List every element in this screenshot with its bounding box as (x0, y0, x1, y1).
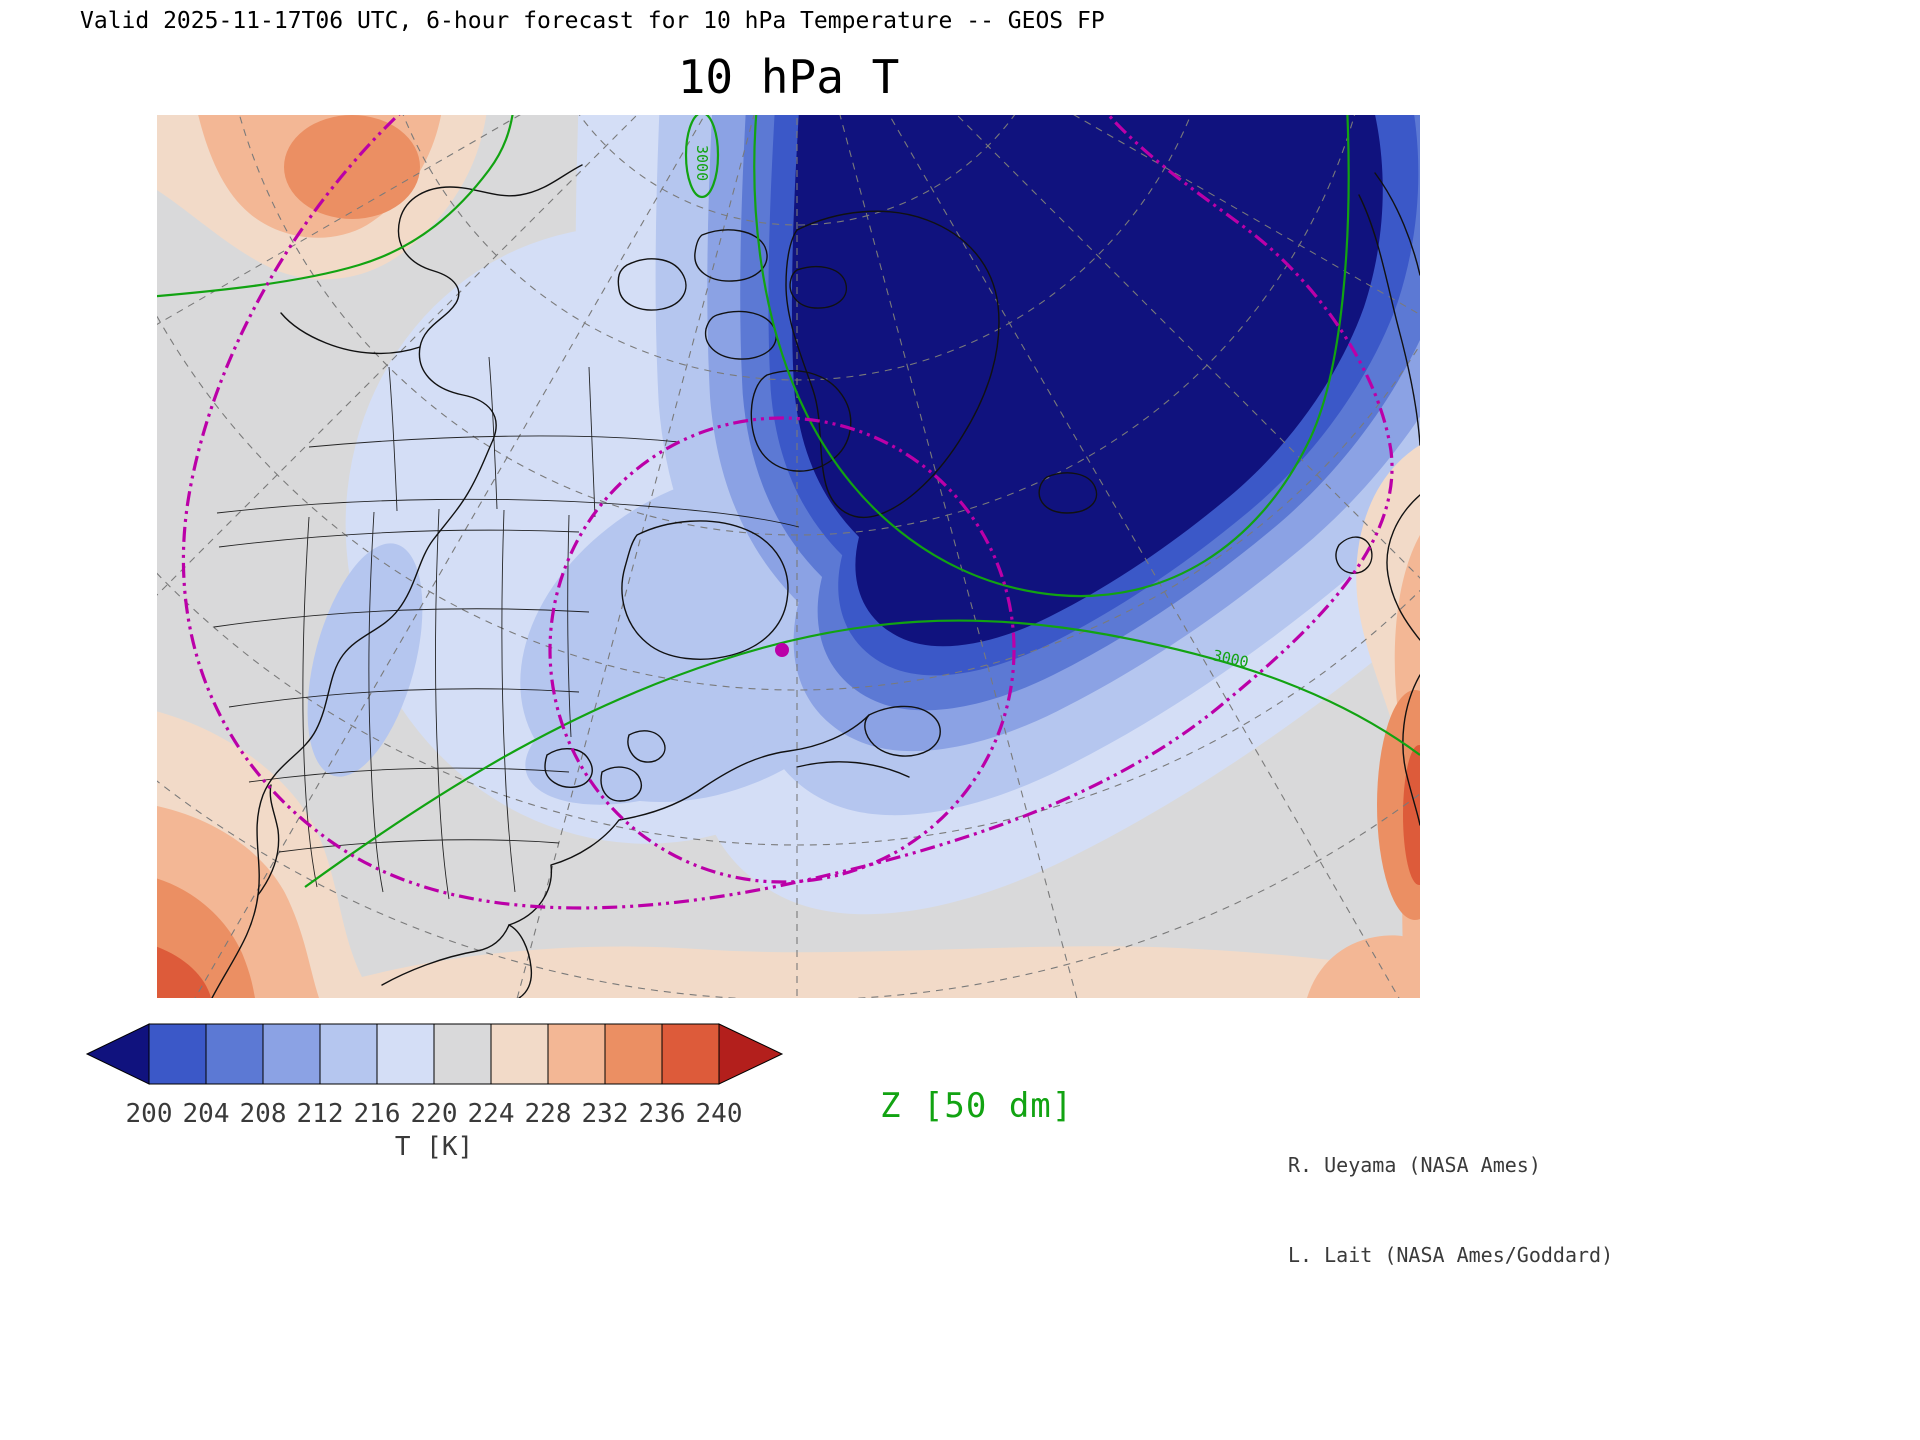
credit-line: L. Lait (NASA Ames/Goddard) (1288, 1243, 1614, 1267)
colorbar-segment (604, 1023, 663, 1085)
colorbar-tick-label: 236 (639, 1099, 686, 1129)
colorbar-tick-label: 200 (126, 1099, 173, 1129)
colorbar: 200 204 208 212 216 220 224 228 232 236 240 T [K] (85, 1022, 785, 1162)
colorbar-tick-label: 204 (183, 1099, 230, 1129)
graticule (157, 115, 1420, 998)
colorbar-tick-label: 228 (525, 1099, 572, 1129)
validity-header: Valid 2025-11-17T06 UTC, 6-hour forecast… (80, 8, 1105, 34)
temp-bands-warm (157, 115, 1420, 998)
colorbar-tick-labels: 200 204 208 212 216 220 224 228 232 236 240 (126, 1099, 743, 1129)
colorbar-segment (376, 1023, 435, 1085)
colorbar-tick-label: 224 (468, 1099, 515, 1129)
state-borders (213, 356, 800, 900)
colorbar-segment (661, 1023, 720, 1085)
map-panel: 3000 3000 (157, 115, 1420, 998)
colorbar-arrow-right (718, 1023, 784, 1085)
colorbar-segment (262, 1023, 321, 1085)
colorbar-tick-label: 220 (411, 1099, 458, 1129)
colorbar-segment (547, 1023, 606, 1085)
colorbar-axis-label: T [K] (395, 1132, 473, 1162)
page-title: 10 hPa T (677, 50, 900, 104)
map-canvas: 3000 3000 (157, 115, 1420, 998)
colorbar-segment (148, 1023, 207, 1085)
colorbar-segment (490, 1023, 549, 1085)
colorbar-arrow-left (85, 1023, 150, 1085)
colorbar-tick-label: 216 (354, 1099, 401, 1129)
vortex-edge-contours (181, 115, 1394, 910)
credit-line: R. Ueyama (NASA Ames) (1288, 1153, 1541, 1177)
z-overlay-legend: Z [50 dm] (880, 1086, 1074, 1126)
z-contour-label: 3000 (693, 145, 711, 181)
colorbar-segments (85, 1023, 784, 1085)
colorbar-tick-label: 212 (297, 1099, 344, 1129)
z-contours (157, 115, 1420, 888)
colorbar-segment (433, 1023, 492, 1085)
colorbar-segment (205, 1023, 264, 1085)
vortex-center-dot (775, 643, 789, 657)
colorbar-tick-label: 240 (696, 1099, 743, 1129)
colorbar-tick-label: 232 (582, 1099, 629, 1129)
credits: R. Ueyama (NASA Ames) L. Lait (NASA Ames… (1288, 1090, 1613, 1300)
colorbar-tick-label: 208 (240, 1099, 287, 1129)
coastlines (211, 164, 1420, 998)
colorbar-segment (319, 1023, 378, 1085)
